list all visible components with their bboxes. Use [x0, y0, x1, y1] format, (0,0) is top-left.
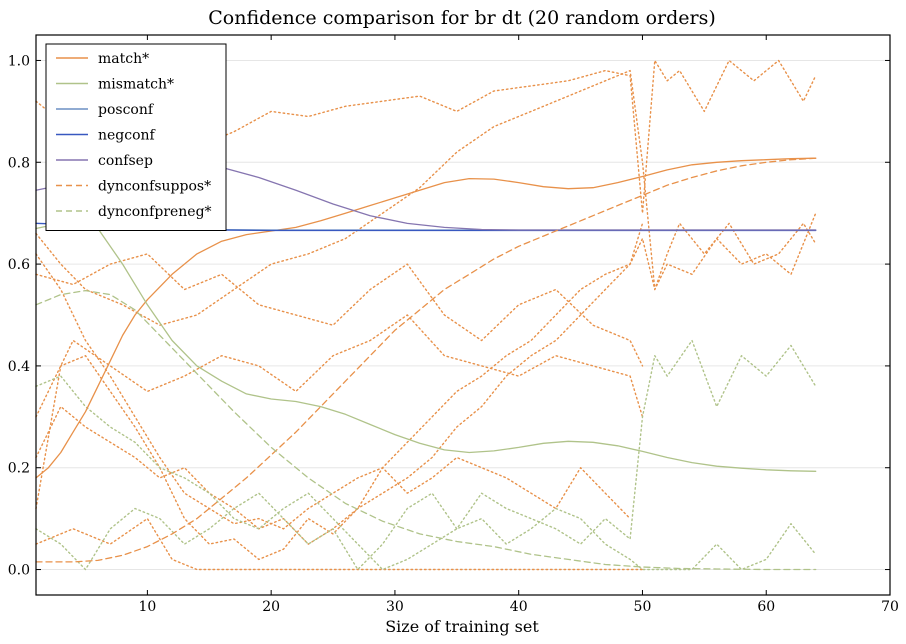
- x-tick-label: 70: [881, 599, 899, 615]
- legend-label: dynconfsuppos*: [98, 179, 211, 195]
- series-line-trial: [35, 314, 644, 418]
- legend-label: negconf: [98, 128, 157, 144]
- series-line-trial: [35, 222, 644, 530]
- x-tick-label: 30: [386, 599, 404, 615]
- ticks: 0.0 0.2 0.4 0.6 0.8 1.0 10 20 30 40 50 60 70: [8, 35, 899, 615]
- series-line-match: [35, 157, 817, 479]
- x-tick-label: 50: [634, 599, 652, 615]
- series-line-trial: [35, 339, 817, 571]
- series-layer: [35, 59, 817, 571]
- x-tick-label: 40: [510, 599, 528, 615]
- series-line-trial: [35, 59, 817, 214]
- legend-box: [45, 43, 227, 231]
- series-line-trial: [35, 375, 817, 571]
- y-tick-label: 0.6: [8, 257, 30, 273]
- x-tick-label: 10: [138, 599, 156, 615]
- series-line-dynconfsuppos: [35, 157, 817, 563]
- y-tick-label: 0.0: [8, 563, 30, 579]
- x-axis-label: Size of training set: [385, 617, 539, 636]
- legend-label: match*: [98, 51, 149, 67]
- legend-label: confsep: [98, 153, 153, 169]
- series-line-trial: [35, 253, 644, 367]
- x-tick-label: 60: [757, 599, 775, 615]
- grid: [36, 59, 890, 571]
- series-line-dynconfpreneg: [35, 289, 817, 571]
- chart-title: Confidence comparison for br dt (20 rand…: [208, 7, 716, 29]
- legend-label: dynconfpreneg*: [98, 204, 212, 220]
- y-tick-label: 1.0: [8, 53, 30, 69]
- y-tick-label: 0.8: [8, 155, 30, 171]
- series-line-trial: [35, 212, 817, 561]
- plot-frame: [35, 34, 891, 596]
- series-line-trial: [35, 517, 644, 571]
- y-tick-label: 0.2: [8, 461, 30, 477]
- y-tick-label: 0.4: [8, 359, 30, 375]
- x-tick-label: 20: [262, 599, 280, 615]
- legend-label: mismatch*: [98, 77, 174, 93]
- legend: match* mismatch* posconf negconf confsep dync…: [45, 43, 227, 231]
- series-line-mismatch: [35, 222, 817, 472]
- legend-label: posconf: [98, 102, 155, 118]
